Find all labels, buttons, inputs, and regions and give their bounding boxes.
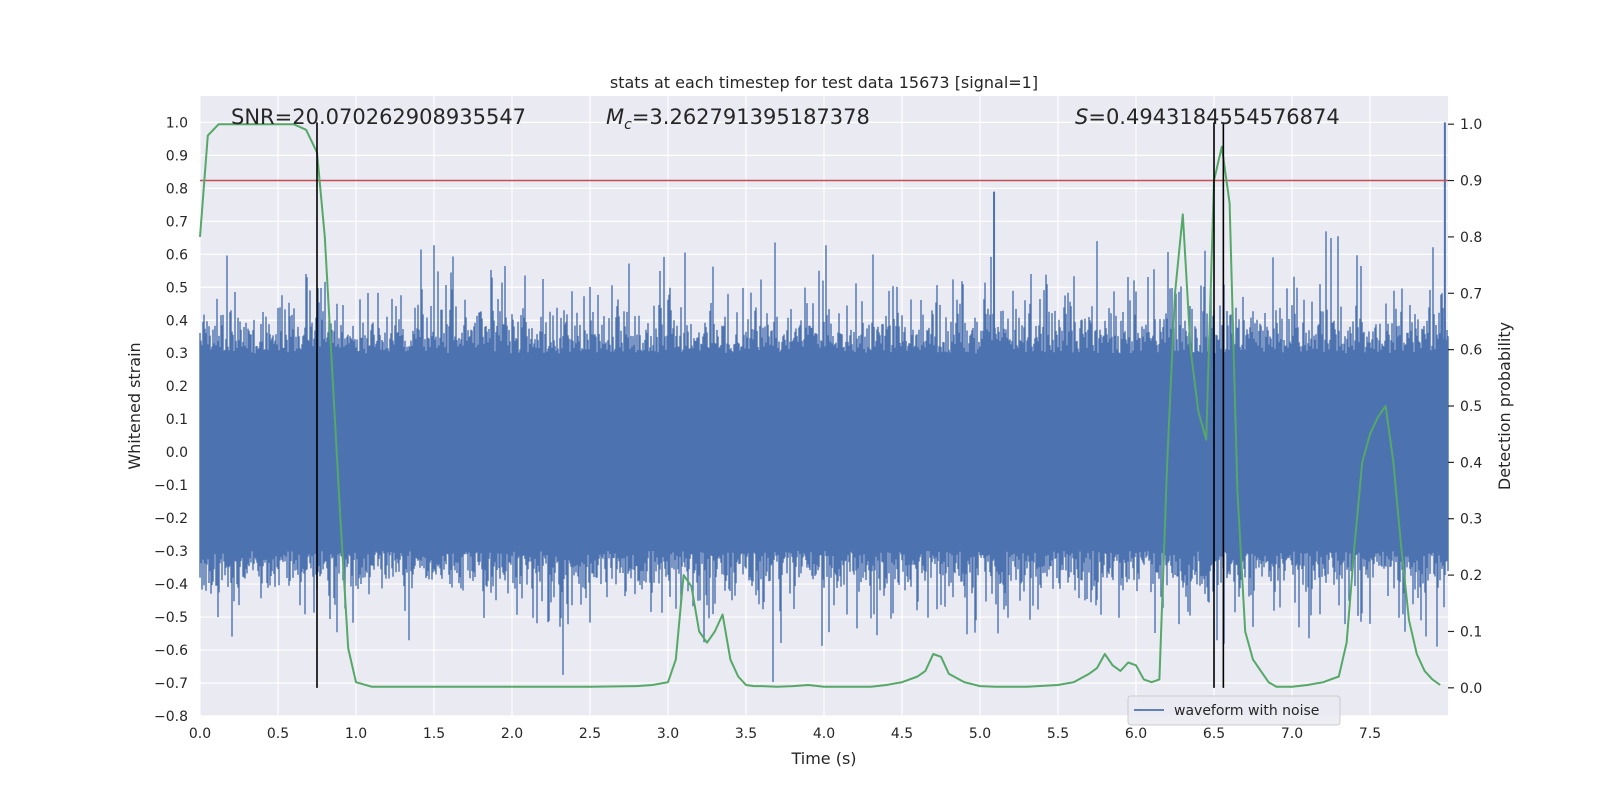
s-value: =0.4943184554576874 xyxy=(1088,105,1339,129)
x-tick-label: 3.0 xyxy=(657,726,679,742)
x-tick-label: 1.5 xyxy=(423,726,445,742)
y-tick-label: 0.4 xyxy=(166,313,188,329)
vertical-markers xyxy=(316,122,1225,688)
x-tick-label: 6.0 xyxy=(1125,726,1147,742)
y-tick-label: −0.8 xyxy=(154,709,188,725)
y-tick-label: 0.7 xyxy=(166,214,188,230)
y2-tick-label: 0.1 xyxy=(1460,624,1482,640)
y-tick-label: −0.5 xyxy=(154,610,188,626)
x-axis-ticks: 0.0 0.5 1.0 1.5 2.0 2.5 3.0 3.5 4.0 4.5 5.0 5.5 6.0 6… xyxy=(189,726,1381,742)
legend: waveform with noise xyxy=(1127,695,1341,726)
y-tick-label: −0.1 xyxy=(154,478,188,494)
y-tick-label: 0.8 xyxy=(166,181,188,197)
x-tick-label: 7.5 xyxy=(1359,726,1381,742)
y2-tick-label: 0.4 xyxy=(1460,455,1482,471)
y-tick-label: 0.2 xyxy=(166,379,188,395)
y-axis-label: Whitened strain xyxy=(125,342,144,469)
x-tick-label: 6.5 xyxy=(1203,726,1225,742)
chart-title: stats at each timestep for test data 156… xyxy=(610,73,1038,92)
detection-probability-series xyxy=(199,123,1441,688)
y-tick-label: −0.2 xyxy=(154,511,188,527)
y2-tick-label: 0.7 xyxy=(1460,286,1482,302)
y2-tick-label: 0.6 xyxy=(1460,343,1482,359)
x-tick-label: 0.5 xyxy=(267,726,289,742)
x-tick-label: 4.5 xyxy=(891,726,913,742)
x-tick-label: 4.0 xyxy=(813,726,835,742)
chirp-mass-annotation: Mc=3.262791395187378 xyxy=(606,105,870,133)
y-axis-ticks: −0.8 −0.7 −0.6 −0.5 −0.4 −0.3 −0.2 −0.1 0.0 0.1 0.… xyxy=(154,115,188,725)
legend-entry-waveform: waveform with noise xyxy=(1174,703,1319,719)
x-axis-label: Time (s) xyxy=(790,749,856,768)
x-tick-label: 0.0 xyxy=(189,726,211,742)
waveform-with-noise-series xyxy=(199,122,1449,682)
snr-annotation: SNR=20.070262908935547 xyxy=(231,105,526,129)
y-tick-label: 1.0 xyxy=(166,115,188,131)
y-tick-label: 0.1 xyxy=(166,412,188,428)
chirp-mass-symbol: M xyxy=(606,105,624,129)
y-tick-label: 0.6 xyxy=(166,247,188,263)
s-annotation: S=0.4943184554576874 xyxy=(1075,105,1340,129)
y-tick-label: −0.6 xyxy=(154,643,188,659)
y2-tick-label: 0.2 xyxy=(1460,568,1482,584)
y2-tick-label: 0.8 xyxy=(1460,230,1482,246)
y-tick-label: −0.7 xyxy=(154,676,188,692)
x-tick-label: 2.0 xyxy=(501,726,523,742)
detection-probability-line xyxy=(199,123,1441,688)
x-tick-label: 5.5 xyxy=(1047,726,1069,742)
chirp-mass-value: =3.262791395187378 xyxy=(632,105,870,129)
chirp-mass-subscript: c xyxy=(624,117,632,133)
legend-box xyxy=(1127,695,1341,726)
y2-tick-label: 0.5 xyxy=(1460,399,1482,415)
y2-tick-label: 0.9 xyxy=(1460,174,1482,190)
s-symbol: S xyxy=(1075,105,1088,129)
y-tick-label: 0.5 xyxy=(166,280,188,296)
y-tick-label: 0.3 xyxy=(166,346,188,362)
y2-tick-label: 0.0 xyxy=(1460,681,1482,697)
x-tick-label: 3.5 xyxy=(735,726,757,742)
y-tick-label: 0.0 xyxy=(166,445,188,461)
x-tick-label: 5.0 xyxy=(969,726,991,742)
x-tick-label: 7.0 xyxy=(1281,726,1303,742)
x-tick-label: 2.5 xyxy=(579,726,601,742)
y2-tick-label: 0.3 xyxy=(1460,512,1482,528)
y2-axis-label: Detection probability xyxy=(1495,322,1514,490)
y-tick-label: −0.3 xyxy=(154,544,188,560)
y-tick-label: 0.9 xyxy=(166,148,188,164)
waveform-trace xyxy=(199,231,1449,682)
y-tick-label: −0.4 xyxy=(154,577,188,593)
x-tick-label: 1.0 xyxy=(345,726,367,742)
y2-tick-label: 1.0 xyxy=(1460,117,1482,133)
y2-axis-ticks: 0.0 0.1 0.2 0.3 0.4 0.5 0.6 0.7 0.8 0.9 1.0 xyxy=(1448,117,1482,697)
